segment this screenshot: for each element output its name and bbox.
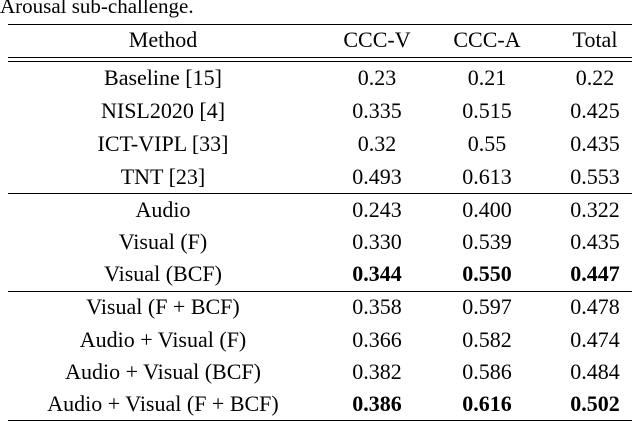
value-cell: 0.502 <box>570 391 620 416</box>
value-cell: 0.484 <box>570 359 620 384</box>
method-cell: TNT [23] <box>120 164 206 189</box>
method-cell: NISL2020 [4] <box>100 98 226 123</box>
value-cell: 0.616 <box>462 391 512 416</box>
value-cell: 0.550 <box>462 261 512 286</box>
caption: Arousal sub-challenge. <box>0 0 194 18</box>
value-cell: 0.21 <box>467 65 507 90</box>
value-cell: 0.322 <box>570 197 620 222</box>
value-cell: 0.447 <box>570 261 620 286</box>
value-cell: 0.32 <box>357 131 397 156</box>
rule <box>8 57 632 59</box>
method-cell: ICT-VIPL [33] <box>97 131 229 156</box>
value-cell: 0.330 <box>352 229 402 254</box>
rule <box>8 291 632 293</box>
value-cell: 0.478 <box>570 294 620 319</box>
value-cell: 0.425 <box>570 98 620 123</box>
value-cell: 0.55 <box>467 131 507 156</box>
method-cell: Visual (BCF) <box>104 261 222 286</box>
value-cell: 0.435 <box>570 229 620 254</box>
value-cell: 0.435 <box>570 131 620 156</box>
value-cell: 0.586 <box>462 359 512 384</box>
header-cell: Total <box>572 27 618 52</box>
value-cell: 0.358 <box>352 294 402 319</box>
value-cell: 0.553 <box>570 164 620 189</box>
rule <box>8 61 632 63</box>
value-cell: 0.386 <box>352 391 402 416</box>
value-cell: 0.493 <box>352 164 402 189</box>
value-cell: 0.597 <box>462 294 512 319</box>
value-cell: 0.344 <box>352 261 402 286</box>
header-cell: CCC-A <box>453 27 521 52</box>
value-cell: 0.23 <box>357 65 397 90</box>
method-cell: Visual (F) <box>118 229 208 254</box>
rule <box>8 420 632 422</box>
method-cell: Baseline [15] <box>104 65 222 90</box>
value-cell: 0.582 <box>462 327 512 352</box>
value-cell: 0.366 <box>352 327 402 352</box>
method-cell: Audio <box>135 197 191 222</box>
method-cell: Audio + Visual (BCF) <box>65 359 261 384</box>
header-cell: CCC-V <box>343 27 411 52</box>
value-cell: 0.382 <box>352 359 402 384</box>
value-cell: 0.474 <box>570 327 620 352</box>
header-cell: Method <box>128 27 198 52</box>
method-cell: Audio + Visual (F) <box>79 327 247 352</box>
rule <box>8 193 632 195</box>
value-cell: 0.22 <box>575 65 615 90</box>
value-cell: 0.515 <box>462 98 512 123</box>
value-cell: 0.400 <box>462 197 512 222</box>
rule <box>8 24 632 26</box>
value-cell: 0.539 <box>462 229 512 254</box>
method-cell: Audio + Visual (F + BCF) <box>47 391 279 416</box>
method-cell: Visual (F + BCF) <box>86 294 240 319</box>
value-cell: 0.335 <box>352 98 402 123</box>
value-cell: 0.613 <box>462 164 512 189</box>
value-cell: 0.243 <box>352 197 402 222</box>
